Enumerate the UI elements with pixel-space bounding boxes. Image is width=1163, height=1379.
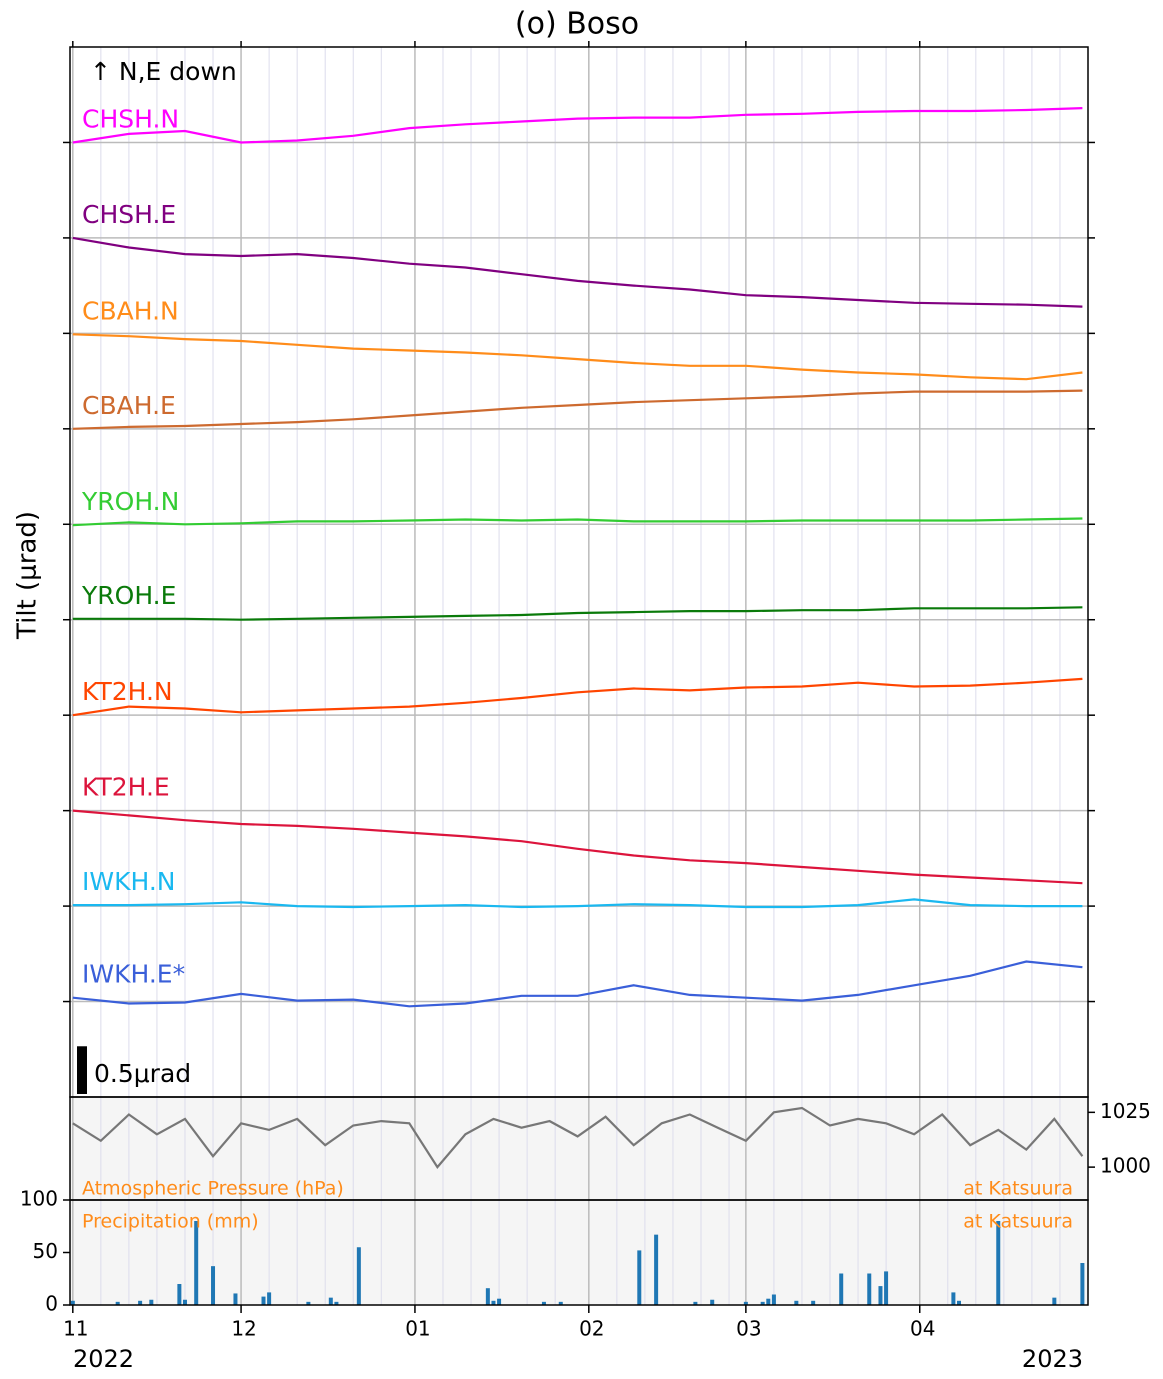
bar bbox=[194, 1221, 199, 1305]
bar bbox=[654, 1234, 659, 1305]
bar bbox=[558, 1301, 563, 1305]
series-label: YROH.E bbox=[81, 581, 176, 610]
bar bbox=[115, 1301, 120, 1305]
year-label: 2023 bbox=[1022, 1345, 1083, 1373]
bar bbox=[149, 1299, 154, 1305]
panel-label: Precipitation (mm) bbox=[82, 1211, 259, 1233]
bar bbox=[710, 1299, 715, 1305]
series-label: KT2H.E bbox=[82, 773, 170, 802]
y-tick-label: 1000 bbox=[1100, 1154, 1151, 1178]
bar bbox=[637, 1250, 642, 1305]
bar bbox=[541, 1301, 546, 1305]
bar bbox=[760, 1301, 765, 1305]
series-line bbox=[72, 107, 1083, 144]
x-tick-label: 01 bbox=[405, 1317, 430, 1341]
bar bbox=[233, 1293, 238, 1305]
bar bbox=[996, 1221, 1001, 1305]
series-line bbox=[72, 333, 1083, 381]
x-tick-label: 11 bbox=[63, 1317, 88, 1341]
bar bbox=[356, 1247, 361, 1305]
marks bbox=[70, 107, 1085, 1305]
series-line bbox=[72, 606, 1083, 621]
bar bbox=[334, 1301, 339, 1305]
bar bbox=[497, 1298, 502, 1305]
series-label: CHSH.E bbox=[82, 200, 176, 229]
series-label: CBAH.E bbox=[82, 391, 176, 420]
series-label: KT2H.N bbox=[82, 677, 173, 706]
panel-location: at Katsuura bbox=[963, 1178, 1073, 1200]
series-line bbox=[72, 1106, 1084, 1169]
series-label: CHSH.N bbox=[82, 104, 179, 133]
bar bbox=[70, 1300, 75, 1305]
bar bbox=[839, 1273, 844, 1305]
y-tick-label: 100 bbox=[20, 1187, 58, 1211]
bar bbox=[956, 1300, 961, 1305]
bar bbox=[766, 1298, 771, 1305]
bar bbox=[491, 1300, 496, 1305]
bar bbox=[182, 1299, 187, 1305]
bar bbox=[884, 1271, 889, 1305]
x-tick-label: 04 bbox=[910, 1317, 935, 1341]
annotation: ↑ N,E down bbox=[90, 57, 237, 86]
series-line bbox=[72, 809, 1083, 885]
bar bbox=[485, 1288, 490, 1305]
series-label: IWKH.E* bbox=[82, 960, 185, 989]
bar bbox=[177, 1284, 182, 1305]
x-tick-label: 12 bbox=[231, 1317, 256, 1341]
bar bbox=[693, 1301, 698, 1305]
series-line bbox=[72, 389, 1083, 430]
bar bbox=[328, 1297, 333, 1305]
panel-location: at Katsuura bbox=[963, 1211, 1073, 1233]
bar bbox=[951, 1292, 956, 1305]
chart-title: (o) Boso bbox=[515, 7, 639, 42]
series-label: IWKH.N bbox=[82, 867, 176, 896]
bar bbox=[306, 1301, 311, 1305]
series-label: YROH.N bbox=[81, 487, 179, 516]
bar bbox=[771, 1294, 776, 1305]
panel-label: Atmospheric Pressure (hPa) bbox=[82, 1178, 344, 1200]
bar bbox=[267, 1292, 272, 1305]
bar bbox=[743, 1301, 748, 1305]
bar bbox=[1080, 1263, 1085, 1305]
scale-bar-label: 0.5μrad bbox=[94, 1059, 191, 1088]
bar bbox=[261, 1296, 266, 1305]
series-line bbox=[72, 677, 1083, 717]
bar bbox=[878, 1286, 883, 1305]
series-line bbox=[72, 517, 1083, 527]
bar bbox=[138, 1300, 143, 1305]
y-tick-label: 0 bbox=[45, 1292, 58, 1316]
scale-bar bbox=[77, 1046, 87, 1094]
bar bbox=[811, 1300, 816, 1305]
y-tick-label: 50 bbox=[33, 1239, 58, 1263]
x-tick-label: 03 bbox=[736, 1317, 761, 1341]
bar bbox=[211, 1266, 216, 1305]
y-tick-label: 1025 bbox=[1100, 1099, 1151, 1123]
series-line bbox=[72, 898, 1083, 909]
series-line bbox=[72, 960, 1083, 1008]
bar bbox=[1052, 1297, 1057, 1305]
y-axis-label: Tilt (μrad) bbox=[13, 511, 43, 640]
series-label: CBAH.N bbox=[82, 296, 179, 325]
sub-panel-background bbox=[70, 1097, 1088, 1305]
grid bbox=[70, 47, 1088, 1305]
year-label: 2022 bbox=[73, 1345, 134, 1373]
bar bbox=[794, 1300, 799, 1305]
bar bbox=[867, 1273, 872, 1305]
series-line bbox=[72, 236, 1083, 308]
panel-frame bbox=[69, 46, 1089, 1098]
x-tick-label: 02 bbox=[579, 1317, 604, 1341]
